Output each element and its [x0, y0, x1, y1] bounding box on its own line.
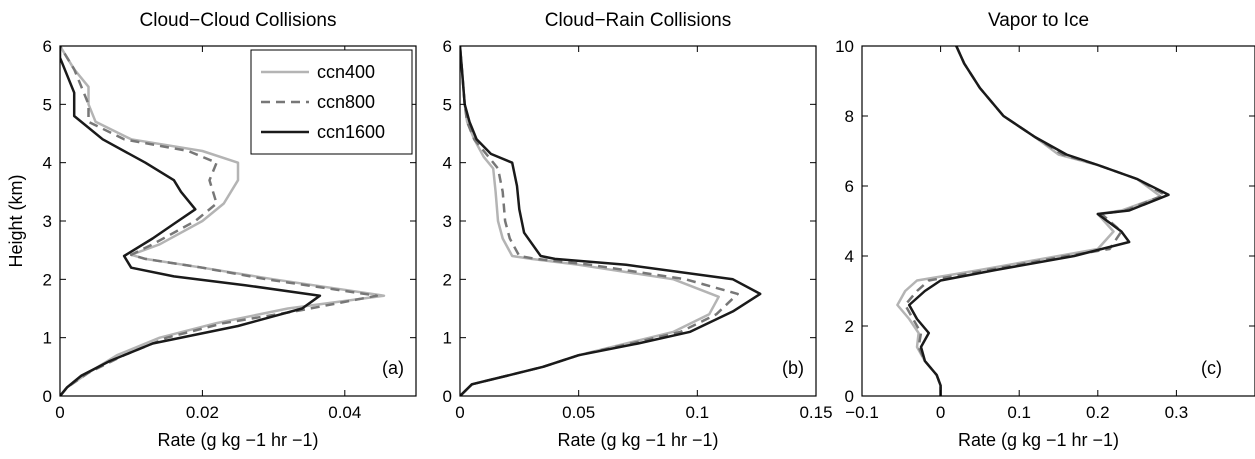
y-tick-label: 5	[443, 95, 452, 114]
series-line-ccn400	[896, 46, 1162, 396]
x-tick-label: −0.1	[845, 403, 879, 422]
x-tick-label: 0.1	[1007, 403, 1031, 422]
x-tick-label: 0.04	[328, 403, 361, 422]
legend-label-ccn1600: ccn1600	[317, 122, 385, 142]
panel-2: 0 0.05 0.1 0.15 0 1 2 3 4 5 6 Cloud−Rain Collisions…	[443, 10, 833, 450]
y-tick-label: 3	[43, 212, 52, 231]
y-tick-label: 6	[443, 37, 452, 56]
legend: ccn400 ccn800 ccn1600	[250, 49, 413, 155]
x-tick-label: 0.02	[186, 403, 219, 422]
y-tick-label: 6	[845, 177, 854, 196]
legend-label-ccn400: ccn400	[317, 62, 375, 82]
y-tick-label: 2	[43, 270, 52, 289]
y-tick-label: 6	[43, 37, 52, 56]
series-line-ccn800	[460, 46, 739, 396]
x-tick-label: 0	[455, 403, 464, 422]
y-tick-label: 0	[845, 387, 854, 406]
x-tick-label: 0	[936, 403, 945, 422]
x-tick-label: 0	[55, 403, 64, 422]
series-line-ccn800	[903, 46, 1166, 396]
series-line-ccn400	[60, 46, 386, 396]
x-tick-label: 0.1	[686, 403, 710, 422]
legend-label-ccn800: ccn800	[317, 92, 375, 112]
y-axis-label: Height (km)	[6, 174, 26, 267]
x-axis-label: Rate (g kg −1 hr −1)	[157, 430, 318, 450]
y-tick-label: 5	[43, 95, 52, 114]
y-tick-label: 10	[835, 37, 854, 56]
series-line-ccn400	[460, 46, 720, 396]
y-tick-label: 4	[845, 247, 854, 266]
panel-label: (b)	[782, 358, 804, 378]
y-tick-label: 0	[43, 387, 52, 406]
chart-title: Cloud−Cloud Collisions	[140, 10, 337, 31]
series-line-ccn1600	[60, 46, 322, 396]
y-tick-label: 1	[43, 329, 52, 348]
y-tick-label: 4	[43, 154, 52, 173]
x-tick-label: 0.2	[1086, 403, 1110, 422]
y-tick-label: 2	[443, 270, 452, 289]
axes-frame	[861, 45, 1255, 397]
y-tick-label: 4	[443, 154, 452, 173]
x-tick-label: 0.05	[562, 403, 595, 422]
y-tick-label: 3	[443, 212, 452, 231]
chart-title: Vapor to Ice	[988, 10, 1089, 31]
series-group	[60, 46, 386, 396]
x-tick-label: 0.3	[1165, 403, 1189, 422]
panel-label: (a)	[382, 358, 404, 378]
series-line-ccn1600	[460, 46, 762, 396]
panel-label: (c)	[1201, 358, 1222, 378]
y-tick-label: 8	[845, 107, 854, 126]
y-tick-label: 0	[443, 387, 452, 406]
series-line-ccn1600	[907, 46, 1170, 396]
chart-title: Cloud−Rain Collisions	[545, 10, 731, 31]
y-tick-label: 1	[443, 329, 452, 348]
x-tick-label: 0.15	[799, 403, 832, 422]
x-axis-label: Rate (g kg −1 hr −1)	[557, 430, 718, 450]
series-line-ccn800	[60, 46, 379, 396]
x-axis-label: Rate (g kg −1 hr −1)	[958, 430, 1119, 450]
y-tick-label: 2	[845, 317, 854, 336]
panel-1: 0 0.02 0.04 0 1 2 3 4 5 6 Cloud−Cloud Collisions Ra…	[6, 10, 417, 450]
series-group	[896, 46, 1170, 396]
series-group	[460, 46, 762, 396]
